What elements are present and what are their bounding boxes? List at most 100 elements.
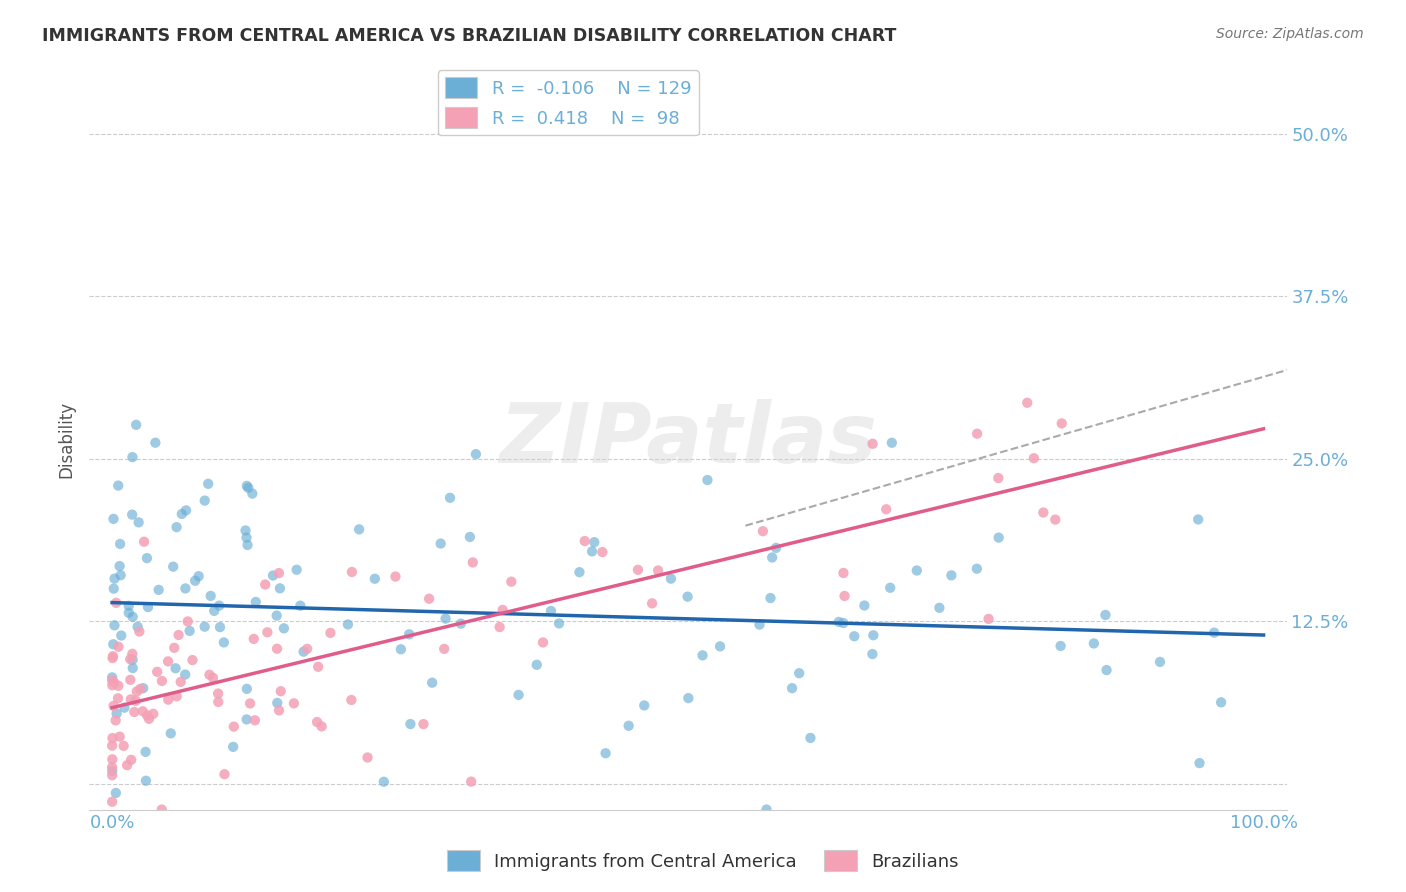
Point xyxy=(120,753,142,767)
Point xyxy=(150,803,173,817)
Point xyxy=(103,582,125,596)
Point xyxy=(1149,655,1171,669)
Point xyxy=(132,681,155,696)
Point xyxy=(356,750,378,764)
Point xyxy=(290,599,312,613)
Point xyxy=(879,581,901,595)
Point xyxy=(174,582,197,596)
Point xyxy=(491,603,513,617)
Point xyxy=(418,591,440,606)
Point xyxy=(245,595,267,609)
Point xyxy=(1045,512,1067,526)
Point xyxy=(319,626,342,640)
Point xyxy=(266,641,288,656)
Point xyxy=(267,566,290,580)
Point xyxy=(240,486,263,500)
Point xyxy=(101,752,124,766)
Point xyxy=(844,629,866,643)
Point xyxy=(860,647,883,661)
Point xyxy=(433,641,456,656)
Point xyxy=(641,596,664,610)
Point xyxy=(121,661,143,675)
Point xyxy=(617,719,640,733)
Point xyxy=(966,426,988,441)
Point xyxy=(110,628,132,642)
Point xyxy=(336,617,359,632)
Point xyxy=(146,665,169,679)
Point xyxy=(107,478,129,492)
Point xyxy=(285,563,308,577)
Point xyxy=(1209,695,1232,709)
Point xyxy=(389,642,412,657)
Point xyxy=(678,691,700,706)
Point xyxy=(112,700,135,714)
Point xyxy=(136,600,159,615)
Point xyxy=(121,609,143,624)
Point xyxy=(200,589,222,603)
Point xyxy=(174,503,197,517)
Point xyxy=(696,473,718,487)
Point xyxy=(1188,756,1211,770)
Point xyxy=(105,596,128,610)
Point xyxy=(159,726,181,740)
Point xyxy=(239,697,262,711)
Point xyxy=(214,767,236,781)
Point xyxy=(460,774,482,789)
Point xyxy=(1187,512,1209,526)
Point xyxy=(501,574,523,589)
Point xyxy=(120,673,142,687)
Point xyxy=(373,774,395,789)
Point xyxy=(420,675,443,690)
Point xyxy=(1050,417,1073,431)
Point xyxy=(780,681,803,695)
Point xyxy=(295,641,318,656)
Point xyxy=(108,537,131,551)
Point xyxy=(595,746,617,760)
Point xyxy=(150,673,173,688)
Point xyxy=(236,479,259,493)
Point xyxy=(157,654,180,668)
Point xyxy=(464,447,486,461)
Point xyxy=(384,569,406,583)
Point xyxy=(145,435,167,450)
Point xyxy=(142,706,165,721)
Point xyxy=(759,591,782,605)
Point xyxy=(207,695,229,709)
Point xyxy=(108,559,131,574)
Point xyxy=(583,535,606,549)
Point xyxy=(568,565,591,579)
Point xyxy=(548,616,571,631)
Point xyxy=(236,681,259,696)
Point xyxy=(647,564,669,578)
Point xyxy=(125,694,148,708)
Point xyxy=(1095,663,1118,677)
Point xyxy=(235,524,257,538)
Point xyxy=(207,687,229,701)
Point xyxy=(828,615,851,629)
Point xyxy=(174,667,197,681)
Point xyxy=(787,666,810,681)
Point xyxy=(118,599,141,613)
Point xyxy=(273,621,295,635)
Point xyxy=(222,720,245,734)
Point xyxy=(121,508,143,522)
Point xyxy=(101,768,124,782)
Point xyxy=(591,545,613,559)
Point xyxy=(136,708,159,723)
Point xyxy=(429,536,451,550)
Point xyxy=(526,657,548,672)
Point xyxy=(633,698,655,713)
Point xyxy=(121,647,143,661)
Point xyxy=(103,698,125,713)
Point xyxy=(108,730,131,744)
Y-axis label: Disability: Disability xyxy=(58,401,75,477)
Point xyxy=(101,739,124,753)
Point xyxy=(198,667,221,681)
Point xyxy=(208,620,231,634)
Point xyxy=(115,758,138,772)
Point xyxy=(177,615,200,629)
Legend: R =  -0.106    N = 129, R =  0.418    N =  98: R = -0.106 N = 129, R = 0.418 N = 98 xyxy=(437,70,699,136)
Point xyxy=(1094,607,1116,622)
Point xyxy=(748,617,770,632)
Point xyxy=(166,690,188,704)
